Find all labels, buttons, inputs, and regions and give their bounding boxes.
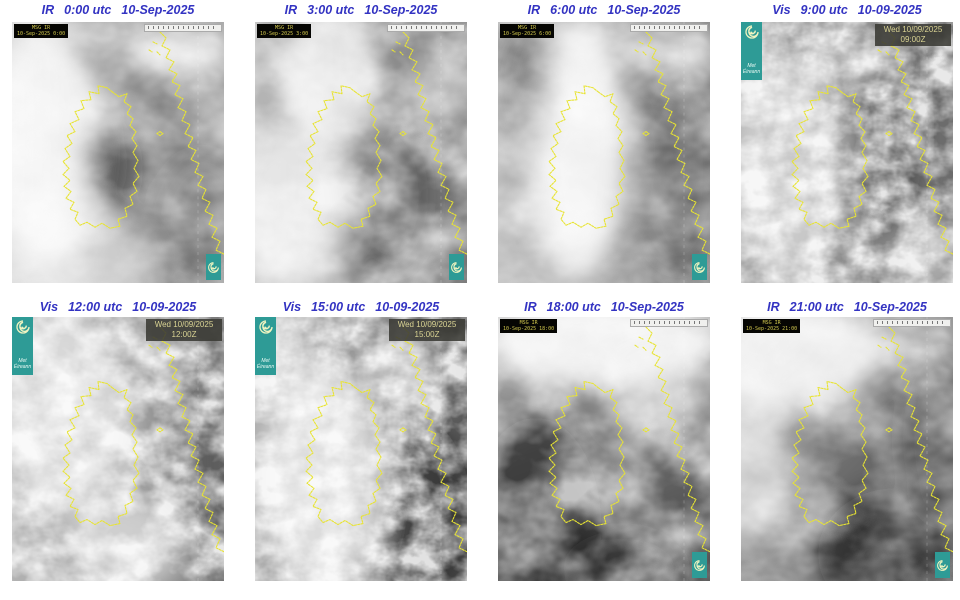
caption-date: 10-Sep-2025: [853, 300, 927, 314]
grayscale-strip: [387, 24, 465, 32]
caption-time: 6:00 utc: [550, 3, 598, 17]
panel-caption: IR 21:00 utc 10-Sep-2025: [741, 297, 953, 317]
badge-text: Met: [747, 63, 756, 69]
satellite-scene: [12, 22, 224, 283]
caption-sensor: IR: [41, 3, 55, 17]
swirl-icon: [694, 559, 705, 571]
swirl-icon: [208, 261, 219, 273]
satellite-image[interactable]: MSG IR 10-Sep-2025 21:00: [741, 317, 953, 581]
caption-date: 10-09-2025: [857, 3, 922, 17]
badge-text: Met: [261, 358, 270, 364]
ir-corner-tag: MSG IR 10-Sep-2025 0:00: [14, 24, 69, 38]
swirl-icon: [744, 25, 759, 39]
caption-time: 3:00 utc: [307, 3, 355, 17]
panel-caption: IR 6:00 utc 10-Sep-2025: [498, 0, 710, 22]
caption-time: 21:00 utc: [789, 300, 844, 314]
caption-sensor: Vis: [772, 3, 791, 17]
badge-text: Éireann: [256, 364, 275, 370]
caption-time: 15:00 utc: [311, 300, 366, 314]
ir-corner-tag: MSG IR 10-Sep-2025 3:00: [257, 24, 312, 38]
swirl-icon: [15, 320, 30, 334]
satellite-image[interactable]: Met Éireann Wed 10/09/2025 12:00Z: [12, 317, 224, 581]
met-eireann-logo: [692, 254, 707, 280]
satellite-panel-ir-0600: IR 6:00 utc 10-Sep-2025 MSG IR 10-Sep-202…: [498, 0, 710, 283]
caption-date: 10-Sep-2025: [121, 3, 195, 17]
satellite-image[interactable]: Met Éireann Wed 10/09/2025 09:00Z: [741, 22, 953, 283]
satellite-scene: [498, 22, 710, 283]
met-eireann-logo: [935, 552, 950, 578]
timestamp-overlay: Wed 10/09/2025 15:00Z: [389, 319, 465, 341]
grayscale-strip: [630, 319, 708, 327]
met-eireann-badge: Met Éireann: [255, 317, 276, 375]
caption-date: 10-Sep-2025: [364, 3, 438, 17]
caption-date: 10-Sep-2025: [610, 300, 684, 314]
caption-date: 10-09-2025: [132, 300, 197, 314]
satellite-panel-ir-0000: IR 0:00 utc 10-Sep-2025 MSG IR 10-Sep-202: [12, 0, 224, 283]
satellite-panel-ir-1800: IR 18:00 utc 10-Sep-2025 MSG IR 10-Sep-20…: [498, 283, 710, 581]
caption-date: 10-09-2025: [375, 300, 440, 314]
grayscale-strip: [144, 24, 222, 32]
panel-caption: IR 0:00 utc 10-Sep-2025: [12, 0, 224, 22]
satellite-panel-ir-2100: IR 21:00 utc 10-Sep-2025 MSG IR 10-Sep-20…: [741, 283, 953, 581]
satellite-scene: [741, 22, 953, 283]
satellite-image[interactable]: MSG IR 10-Sep-2025 0:00: [12, 22, 224, 283]
met-eireann-logo: [206, 254, 221, 280]
met-eireann-badge: Met Éireann: [741, 22, 762, 80]
caption-time: 18:00 utc: [546, 300, 601, 314]
swirl-icon: [937, 559, 948, 571]
panel-caption: Vis 9:00 utc 10-09-2025: [741, 0, 953, 22]
caption-date: 10-Sep-2025: [607, 3, 681, 17]
satellite-scene: [12, 317, 224, 581]
met-eireann-badge: Met Éireann: [12, 317, 33, 375]
swirl-icon: [451, 261, 462, 273]
timestamp-overlay: Wed 10/09/2025 09:00Z: [875, 24, 951, 46]
met-eireann-logo: [692, 552, 707, 578]
caption-sensor: IR: [284, 3, 298, 17]
satellite-image[interactable]: MSG IR 10-Sep-2025 3:00: [255, 22, 467, 283]
satellite-scene: [255, 317, 467, 581]
ir-corner-tag: MSG IR 10-Sep-2025 18:00: [500, 319, 558, 333]
caption-time: 0:00 utc: [64, 3, 112, 17]
swirl-icon: [258, 320, 273, 334]
panel-caption: IR 3:00 utc 10-Sep-2025: [255, 0, 467, 22]
met-eireann-logo: [449, 254, 464, 280]
satellite-row-2: Vis 12:00 utc 10-09-2025 Met Éireann: [0, 283, 960, 581]
caption-sensor: Vis: [39, 300, 59, 314]
satellite-scene: [741, 317, 953, 581]
grayscale-strip: [873, 319, 951, 327]
caption-time: 12:00 utc: [68, 300, 123, 314]
satellite-image[interactable]: Met Éireann Wed 10/09/2025 15:00Z: [255, 317, 467, 581]
satellite-image[interactable]: MSG IR 10-Sep-2025 6:00: [498, 22, 710, 283]
timestamp-overlay: Wed 10/09/2025 12:00Z: [146, 319, 222, 341]
satellite-panel-vis-1500: Vis 15:00 utc 10-09-2025 Met Éirea: [255, 283, 467, 581]
satellite-scene: [498, 317, 710, 581]
satellite-panel-ir-0300: IR 3:00 utc 10-Sep-2025 MSG IR 10-Sep-202…: [255, 0, 467, 283]
badge-text: Éireann: [13, 364, 32, 370]
ir-corner-tag: MSG IR 10-Sep-2025 6:00: [500, 24, 555, 38]
panel-caption: IR 18:00 utc 10-Sep-2025: [498, 297, 710, 317]
swirl-icon: [694, 261, 705, 273]
satellite-row-1: IR 0:00 utc 10-Sep-2025 MSG IR 10-Sep-202: [0, 0, 960, 283]
satellite-panel-vis-0900: Vis 9:00 utc 10-09-2025 Met Éirean: [741, 0, 953, 283]
panel-caption: Vis 12:00 utc 10-09-2025: [12, 297, 224, 317]
grayscale-strip: [630, 24, 708, 32]
badge-text: Met: [18, 358, 27, 364]
badge-text: Éireann: [742, 69, 761, 75]
satellite-scene: [255, 22, 467, 283]
caption-time: 9:00 utc: [800, 3, 848, 17]
caption-sensor: Vis: [282, 300, 302, 314]
caption-sensor: IR: [767, 300, 780, 314]
ir-corner-tag: MSG IR 10-Sep-2025 21:00: [743, 319, 801, 333]
caption-sensor: IR: [527, 3, 541, 17]
panel-caption: Vis 15:00 utc 10-09-2025: [255, 297, 467, 317]
caption-sensor: IR: [524, 300, 537, 314]
satellite-image[interactable]: MSG IR 10-Sep-2025 18:00: [498, 317, 710, 581]
satellite-panel-vis-1200: Vis 12:00 utc 10-09-2025 Met Éireann: [12, 283, 224, 581]
